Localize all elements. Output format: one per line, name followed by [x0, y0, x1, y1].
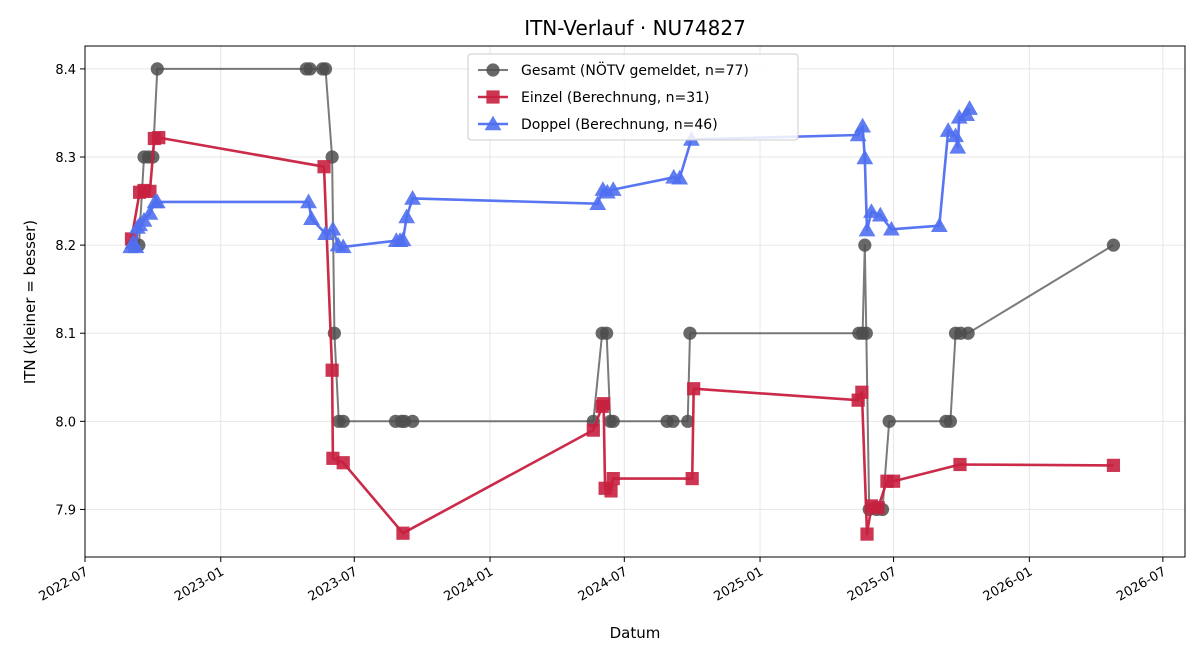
- data-point-doppel: [404, 190, 421, 205]
- legend-label-einzel: Einzel (Berechnung, n=31): [521, 90, 710, 106]
- data-point-doppel: [854, 117, 871, 133]
- chart-title: ITN-Verlauf · NU74827: [524, 16, 746, 40]
- data-point-doppel: [604, 181, 622, 196]
- legend-marker-einzel: [486, 90, 500, 104]
- data-point-doppel: [856, 149, 874, 165]
- data-point-gesamt: [303, 62, 317, 76]
- data-point-gesamt: [859, 326, 873, 340]
- data-point-einzel: [860, 527, 874, 541]
- series-layer: [122, 62, 1121, 541]
- data-point-doppel: [871, 206, 889, 222]
- legend-entry-gesamt: Gesamt (NÖTV gemeldet, n=77): [478, 61, 749, 79]
- data-point-gesamt: [681, 414, 695, 428]
- data-point-doppel: [863, 203, 880, 218]
- data-point-gesamt: [405, 414, 420, 428]
- y-tick-label: 8.2: [55, 239, 76, 254]
- data-point-einzel: [855, 385, 869, 399]
- data-point-einzel: [326, 451, 340, 465]
- data-point-doppel: [141, 204, 159, 220]
- plot-frame: [84, 45, 1186, 558]
- data-point-doppel: [127, 238, 145, 254]
- y-tick-label: 8.0: [55, 415, 76, 430]
- data-point-doppel: [398, 208, 416, 224]
- data-point-gesamt: [318, 62, 333, 76]
- data-point-gesamt: [858, 238, 872, 252]
- data-point-doppel: [858, 221, 876, 237]
- legend-label-doppel: Doppel (Berechnung, n=46): [521, 117, 718, 133]
- data-point-doppel: [930, 217, 948, 233]
- data-point-doppel: [303, 210, 320, 225]
- data-point-doppel: [300, 193, 317, 209]
- data-point-doppel: [589, 195, 607, 211]
- data-point-doppel: [882, 220, 900, 236]
- data-point-doppel: [849, 126, 867, 142]
- data-point-einzel: [1106, 458, 1121, 472]
- y-tick-label: 8.3: [55, 151, 76, 166]
- data-point-gesamt: [943, 414, 957, 428]
- series-einzel: [124, 131, 1121, 541]
- data-point-einzel: [152, 131, 166, 145]
- y-axis-title: ITN (kleiner = besser): [21, 220, 39, 384]
- y-tick-label: 8.1: [55, 327, 76, 342]
- data-point-einzel: [325, 363, 339, 377]
- data-point-einzel: [597, 397, 611, 411]
- data-point-doppel: [949, 138, 967, 154]
- y-tick-label: 8.4: [55, 63, 76, 78]
- data-point-einzel: [687, 382, 701, 396]
- data-point-doppel: [947, 127, 964, 143]
- data-point-einzel: [317, 160, 331, 174]
- x-axis-title: Datum: [610, 624, 661, 642]
- data-point-gesamt: [882, 414, 896, 428]
- data-point-doppel: [961, 100, 978, 115]
- data-point-gesamt: [683, 326, 697, 340]
- data-point-doppel: [334, 238, 352, 254]
- legend-marker-gesamt: [486, 63, 500, 77]
- data-point-einzel: [606, 471, 620, 486]
- data-point-doppel: [317, 225, 334, 240]
- legend-entry-doppel: Doppel (Berechnung, n=46): [478, 115, 718, 133]
- data-point-doppel: [394, 231, 412, 247]
- legend-box: [467, 53, 799, 141]
- data-point-gesamt: [150, 62, 164, 76]
- series-doppel: [122, 100, 978, 254]
- legend-marker-doppel: [484, 115, 502, 131]
- data-point-einzel: [586, 423, 600, 437]
- data-point-doppel: [671, 169, 689, 185]
- data-point-einzel: [953, 457, 967, 472]
- data-point-gesamt: [606, 414, 620, 428]
- data-point-gesamt: [336, 414, 350, 428]
- data-point-einzel: [871, 501, 885, 515]
- legend-label-gesamt: Gesamt (NÖTV gemeldet, n=77): [521, 61, 749, 79]
- data-point-einzel: [143, 184, 157, 198]
- legend-entry-einzel: Einzel (Berechnung, n=31): [478, 90, 710, 106]
- data-point-einzel: [604, 484, 618, 498]
- data-point-doppel: [324, 220, 342, 236]
- data-point-einzel: [685, 471, 699, 486]
- data-point-doppel: [148, 193, 166, 209]
- data-point-gesamt: [961, 326, 975, 340]
- data-point-einzel: [886, 474, 901, 488]
- data-point-einzel: [396, 526, 410, 540]
- data-point-gesamt: [666, 414, 680, 428]
- y-tick-label: 7.9: [55, 503, 76, 518]
- legend: Gesamt (NÖTV gemeldet, n=77) Einzel (Bere…: [467, 53, 799, 141]
- data-point-gesamt: [1106, 238, 1121, 252]
- data-point-gesamt: [599, 326, 614, 340]
- data-point-einzel: [336, 456, 350, 470]
